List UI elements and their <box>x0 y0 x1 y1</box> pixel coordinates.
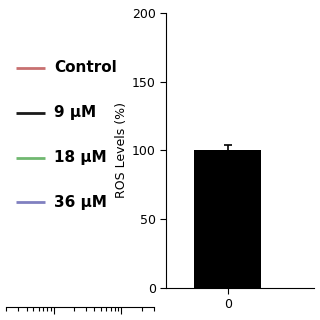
Bar <box>194 150 261 288</box>
Text: 18 μM: 18 μM <box>54 150 107 165</box>
Y-axis label: ROS Levels (%): ROS Levels (%) <box>115 102 128 198</box>
Text: 36 μM: 36 μM <box>54 195 107 210</box>
Text: Control: Control <box>54 60 117 75</box>
Text: 9 μM: 9 μM <box>54 105 97 120</box>
